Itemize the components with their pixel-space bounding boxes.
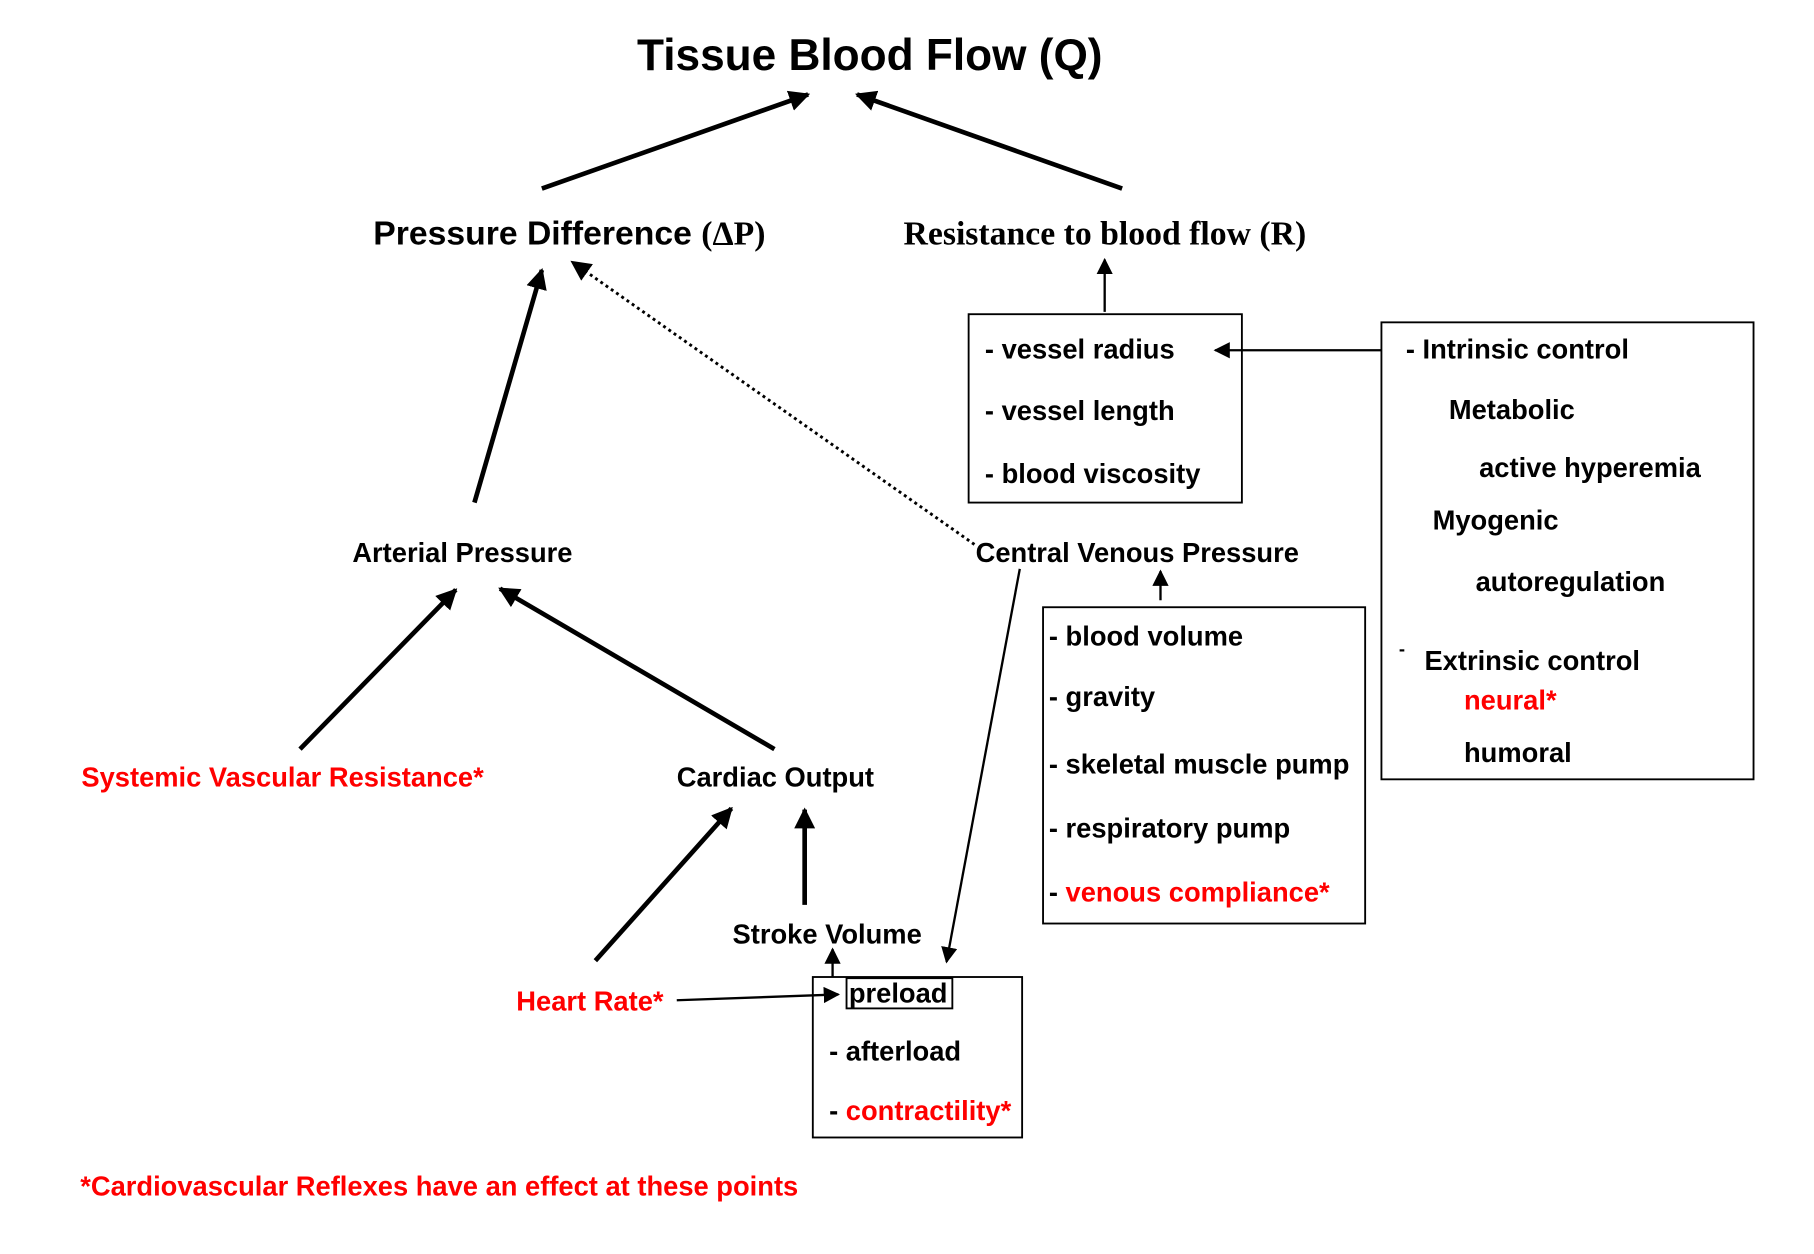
venous-compliance: venous compliance* <box>1066 876 1330 907</box>
arrow-pressure-to-flow <box>541 90 811 191</box>
intrinsic-control: - Intrinsic control <box>1406 333 1629 364</box>
extrinsic-dash: - <box>1399 638 1405 659</box>
venous-compliance-item: - venous compliance* <box>1049 876 1330 907</box>
myogenic: Myogenic <box>1433 504 1559 535</box>
title: Tissue Blood Flow (Q) <box>637 31 1102 80</box>
delta-p-symbol: (ΔP) <box>701 215 765 252</box>
vessel-length: - vessel length <box>985 395 1175 426</box>
vessel-radius: - vessel radius <box>985 333 1175 364</box>
arrow-hr-to-co <box>593 806 734 963</box>
contractility-item: - contractility* <box>829 1095 1011 1126</box>
extrinsic-control: Extrinsic control <box>1424 645 1640 676</box>
blood-viscosity: - blood viscosity <box>985 458 1201 489</box>
arrow-arterial-to-pressure <box>472 268 547 504</box>
control-box <box>1380 321 1755 781</box>
heart-rate: Heart Rate* <box>516 986 664 1017</box>
stroke-volume: Stroke Volume <box>733 918 922 949</box>
systemic-vascular-resistance: Systemic Vascular Resistance* <box>81 761 484 792</box>
arrow-svr-to-arterial <box>298 588 458 751</box>
preload: preload <box>849 978 948 1009</box>
respiratory-pump: - respiratory pump <box>1049 812 1290 843</box>
active-hyperemia: active hyperemia <box>1479 452 1701 483</box>
preload-highlight-box <box>845 977 954 1010</box>
contractility-dash: - <box>829 1095 846 1126</box>
afterload: - afterload <box>829 1036 961 1067</box>
pressure-difference-text: Pressure Difference <box>373 214 692 252</box>
arrow-resistance-to-flow <box>855 90 1123 191</box>
autoregulation: autoregulation <box>1476 566 1666 597</box>
venous-factors-box <box>1042 606 1367 925</box>
pressure-difference-label: Pressure Difference (ΔP) <box>373 214 765 252</box>
gravity: - gravity <box>1049 681 1156 712</box>
central-venous-pressure: Central Venous Pressure <box>976 537 1299 568</box>
venous-compliance-dash: - <box>1049 876 1066 907</box>
arrow-co-to-arterial <box>498 586 776 752</box>
contractility: contractility* <box>846 1095 1012 1126</box>
cardiac-output: Cardiac Output <box>677 761 874 792</box>
footnote: *Cardiovascular Reflexes have an effect … <box>80 1171 798 1202</box>
humoral: humoral <box>1464 737 1572 768</box>
metabolic: Metabolic <box>1449 394 1575 425</box>
neural: neural* <box>1464 685 1557 716</box>
stroke-factors-box <box>811 976 1024 1139</box>
skeletal-muscle-pump: - skeletal muscle pump <box>1049 749 1350 780</box>
resistance-label: Resistance to blood flow (R) <box>904 215 1307 252</box>
arterial-pressure: Arterial Pressure <box>352 537 572 568</box>
arrow-cvp-to-preload <box>941 568 1021 964</box>
blood-volume: - blood volume <box>1049 621 1243 652</box>
arrow-hr-to-preload <box>676 986 841 1004</box>
resistance-factors-box <box>967 313 1243 504</box>
dotted-arrow-cvp-to-pressure <box>570 260 976 546</box>
